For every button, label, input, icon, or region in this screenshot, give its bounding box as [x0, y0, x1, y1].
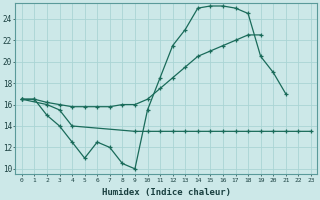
X-axis label: Humidex (Indice chaleur): Humidex (Indice chaleur)	[102, 188, 231, 197]
